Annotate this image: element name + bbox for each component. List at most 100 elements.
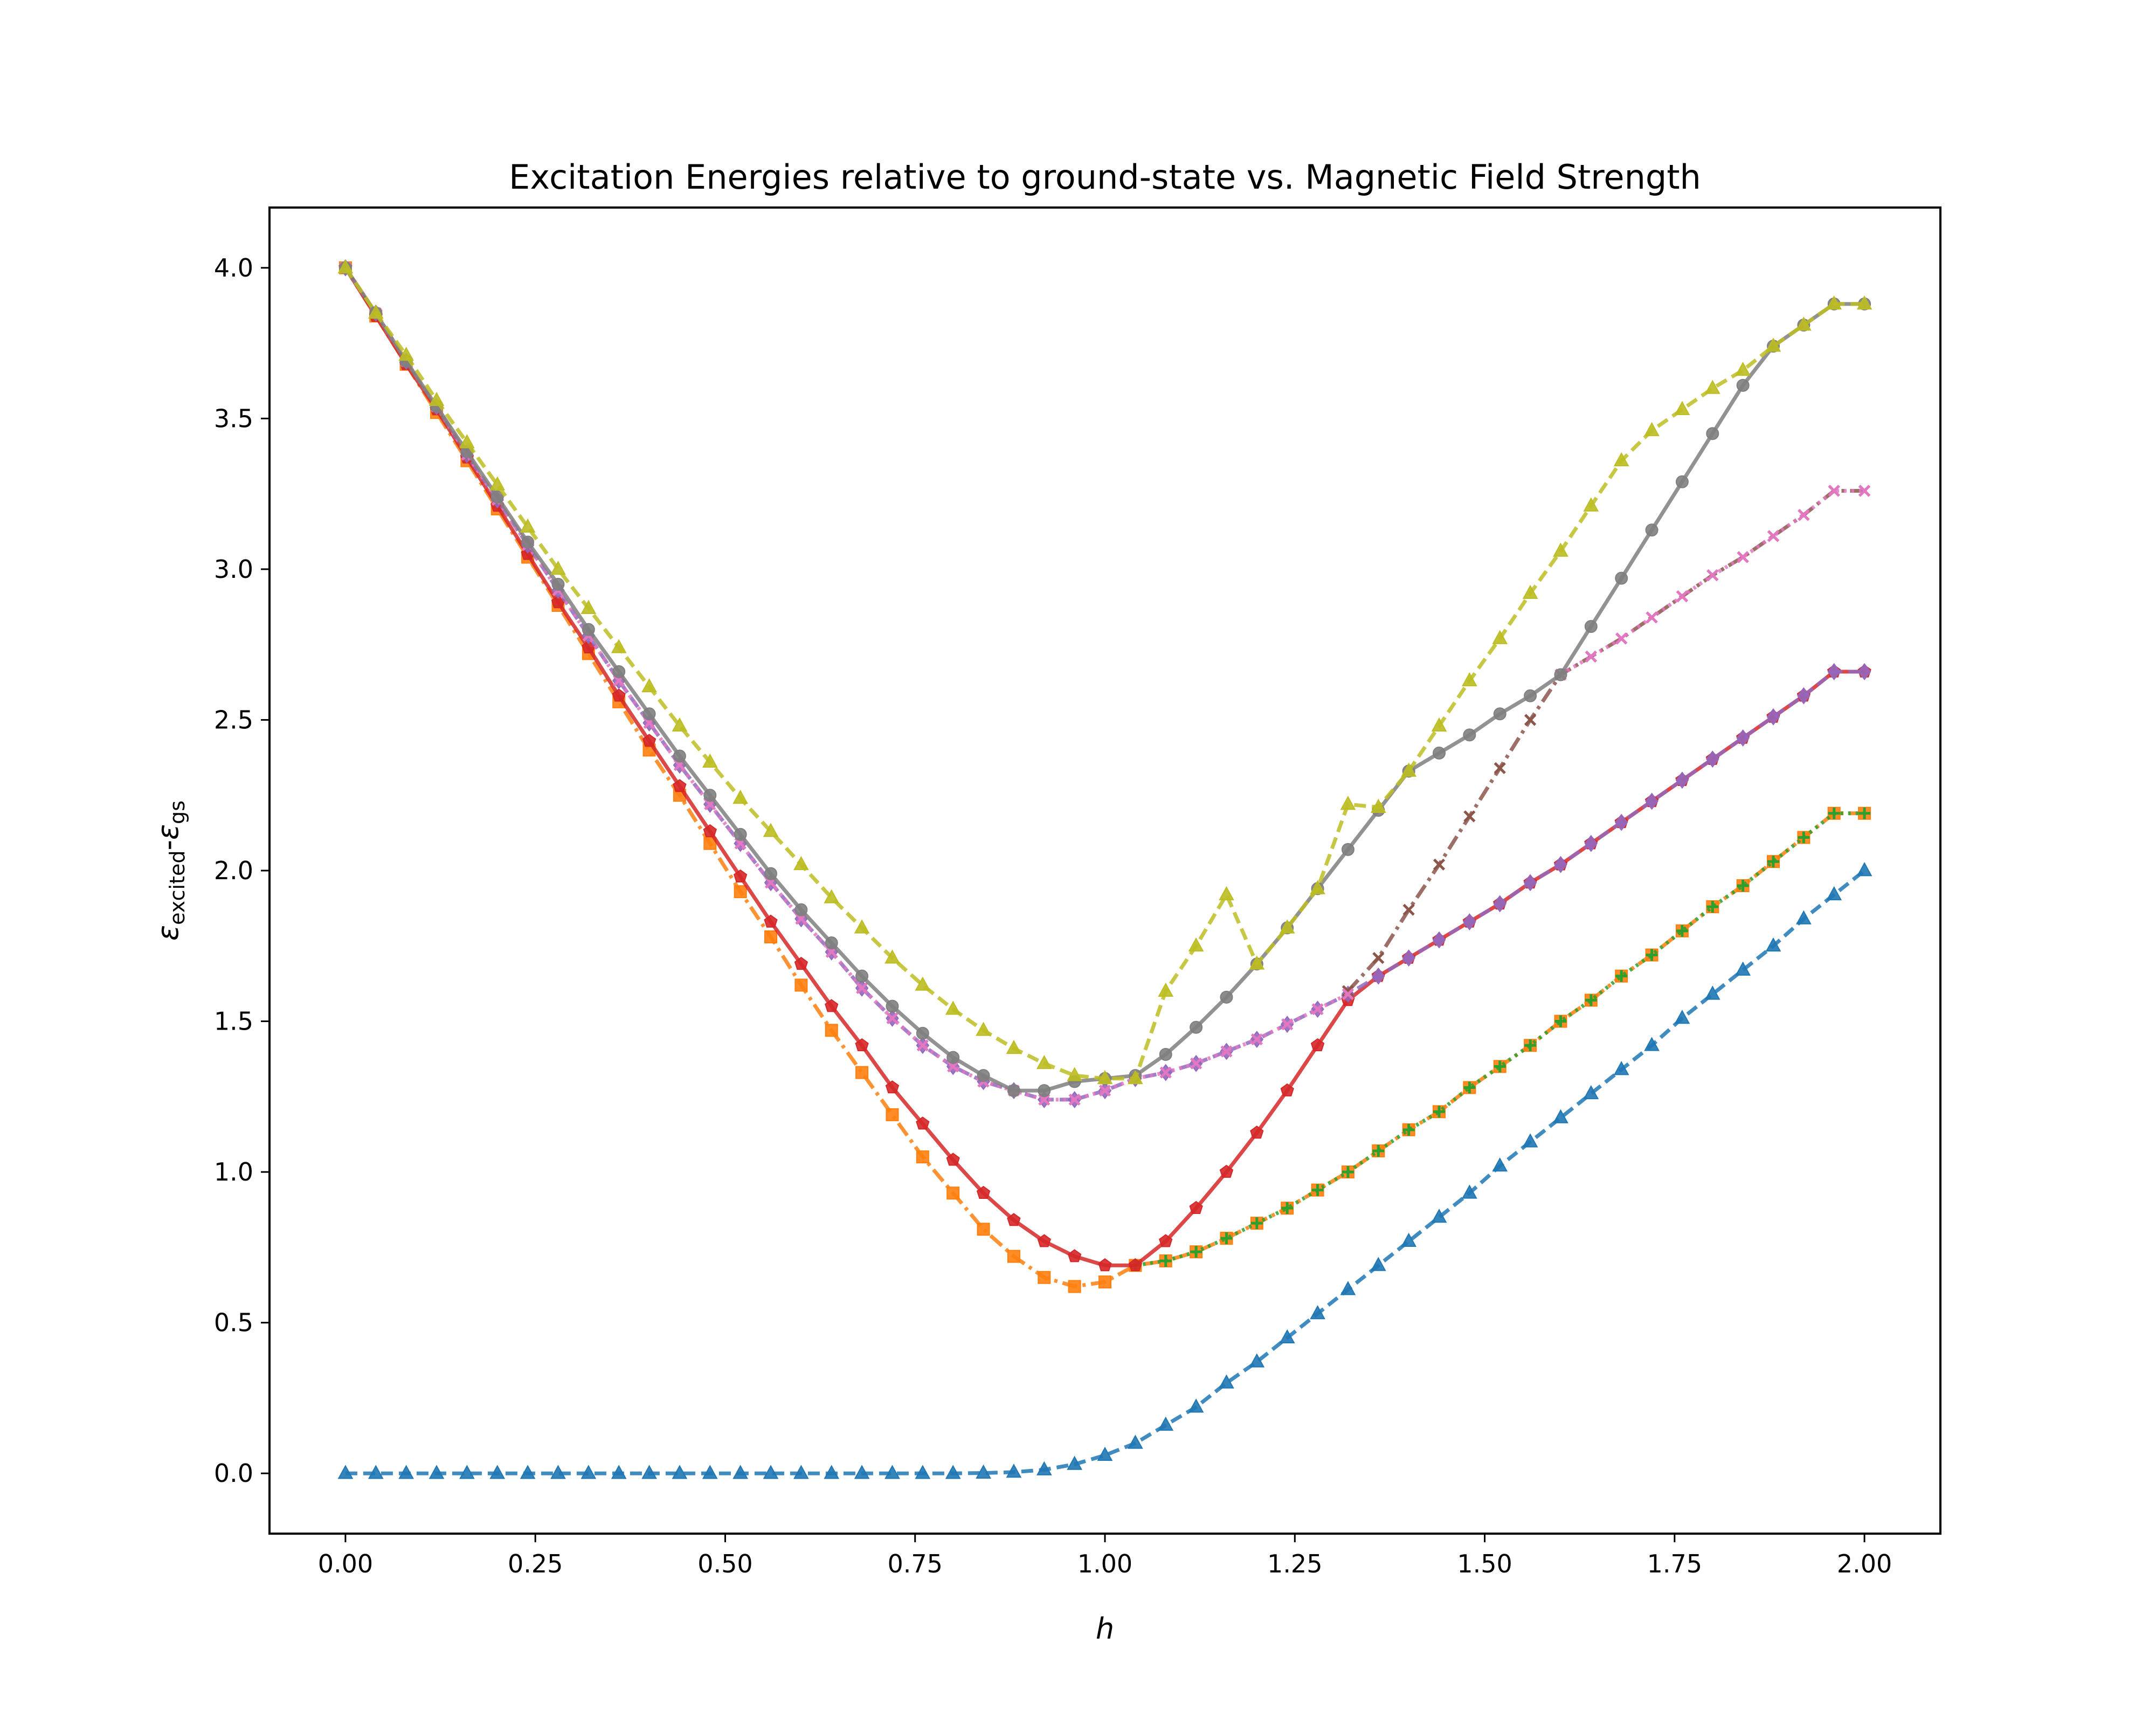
series-6-point [1615,632,1628,645]
series-3-point [794,956,808,970]
y-axis-label: εexcited-εgs [151,801,189,941]
series-3-point [733,869,748,882]
series-2-point [1220,1232,1233,1245]
series-8-point [1401,762,1416,777]
series-0-point [1249,1353,1265,1368]
y-tick-label: 1.5 [214,1007,253,1036]
series-7-point [1007,1084,1020,1098]
series-8-point [1128,1070,1143,1085]
chart-title: Excitation Energies relative to ground-s… [509,157,1701,197]
y-tick-label: 2.0 [214,856,253,885]
series-8-point [1826,295,1842,310]
series-0 [337,862,1872,1479]
series-0-point [1431,1209,1447,1223]
series-7-point [551,577,565,591]
series-4-point [1372,967,1385,985]
series-0-point [1097,1446,1113,1461]
series-6-point [1706,569,1719,582]
series-8-point [763,823,779,837]
series-7-point [642,707,656,721]
series-0-point [1674,1010,1690,1024]
series-2-point [1706,901,1719,913]
series-8-point [1796,316,1812,331]
y-tick-label: 2.5 [214,705,253,734]
series-0-point [1796,910,1812,924]
series-6-point [1798,509,1810,521]
series-0-point [1158,1416,1174,1431]
series-0-point [1644,1037,1660,1051]
series-2-point [1281,1202,1294,1215]
x-tick-label: 0.50 [697,1549,752,1578]
series-8-point [1249,955,1265,970]
series-7-point [612,665,626,678]
series-8-point [945,1000,961,1015]
series-8-point [1097,1070,1113,1085]
series-3-point [1159,1234,1173,1247]
series-2-point [1433,1106,1445,1118]
series-4-point [1402,949,1415,967]
series-0-point [763,1465,779,1479]
series-4-point [1554,855,1567,873]
series-2-point [1798,831,1810,844]
series-0-point [1370,1257,1386,1271]
series-7-point [1493,707,1507,721]
series-7-point [855,969,869,983]
series-3-point [703,824,717,838]
series-3-point [855,1038,869,1052]
x-tick-label: 1.75 [1647,1549,1702,1578]
series-2-point [1494,1060,1506,1073]
series-6-point [947,1060,959,1073]
series-3-point [1067,1249,1082,1262]
series-2-point [1524,1039,1537,1052]
series-8-point [1613,452,1629,466]
series-5-point [1524,714,1537,726]
series-4-point [1584,834,1598,852]
series-7-point [946,1051,960,1064]
series-0-point [1704,985,1720,1000]
series-8-point [1219,886,1234,901]
series-3-point [1310,1038,1325,1052]
series-3-point [976,1185,991,1199]
series-6-point [1190,1057,1203,1070]
series-7-point [1675,475,1689,488]
series-0-point [459,1465,475,1479]
y-tick-label: 1.0 [214,1157,253,1186]
series-0-point [489,1465,506,1479]
series-8-point [854,919,870,934]
series-2-point [1311,1184,1324,1196]
series-6-point [1737,551,1749,563]
series-4-point [1827,663,1841,680]
series-6-point [1220,1045,1233,1058]
series-8-point [915,976,931,991]
series-8-point [733,789,748,804]
series-7-point [1645,523,1659,537]
series-8-point [1158,982,1174,997]
series-5-point [1494,762,1506,775]
y-tick-label: 3.0 [214,555,253,584]
series-6-point [1585,650,1597,663]
series-0-point [1006,1464,1022,1478]
series-8-point [337,259,354,274]
series-7-point [1706,427,1719,440]
series-0-point [854,1465,870,1479]
series-4-point [1645,792,1659,810]
series-0-point [641,1465,657,1479]
series-3-point [673,779,687,792]
series-0-point [1279,1329,1295,1343]
series-7-point [1463,728,1476,742]
series-0-point [1036,1461,1052,1475]
series-8-point [1856,295,1872,310]
series-1-point [1007,1250,1020,1263]
series-8-point [1067,1067,1082,1081]
series-0-point [1735,961,1751,976]
series-0-point [945,1465,961,1479]
series-7-point [1554,668,1567,681]
series-6-point [1342,988,1355,1000]
series-2-point [1828,807,1840,819]
series-8-point [581,599,597,614]
series-8-point [1583,497,1599,512]
series-2-point [1767,855,1779,868]
series-7-point [825,936,838,950]
series-8-point [1370,798,1386,813]
